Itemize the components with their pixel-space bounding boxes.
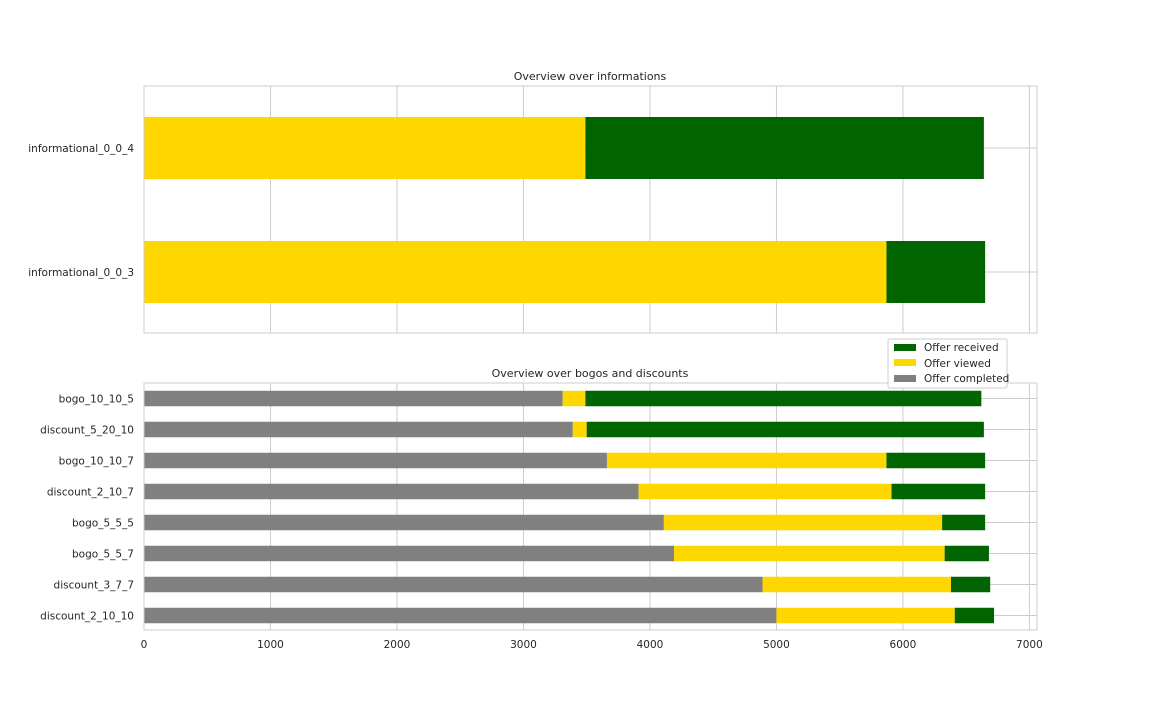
informations-chart: informational_0_0_4 informational_0_0_3 O… (28, 70, 1038, 334)
legend-swatch-completed (894, 375, 916, 382)
y-tick-label: bogo_10_10_5 (59, 394, 134, 406)
legend-label-viewed: Offer viewed (924, 358, 991, 370)
bar-discount-5-20-10-offer-viewed (572, 421, 587, 438)
y-tick-label: bogo_5_5_7 (72, 549, 134, 561)
informations-title: Overview over informations (514, 70, 667, 83)
y-tick-label: discount_2_10_7 (47, 487, 134, 499)
bar-discount-5-20-10-offer-completed (144, 421, 573, 438)
x-tick-label: 2000 (384, 639, 411, 651)
bar-informational-0-0-4-offer-received (585, 117, 984, 179)
y-tick-label: bogo_5_5_5 (72, 518, 134, 530)
bar-bogo-5-5-7-offer-received (944, 545, 989, 562)
x-tick-label: 0 (141, 639, 148, 651)
informations-y-tick-labels: informational_0_0_4 informational_0_0_3 (28, 143, 134, 279)
bar-bogo-5-5-5-offer-received (942, 514, 986, 531)
bar-discount-2-10-7-offer-received (891, 483, 986, 500)
bar-discount-3-7-7-offer-viewed (762, 576, 951, 593)
y-tick-label: discount_2_10_10 (40, 611, 134, 623)
bar-informational-0-0-3-offer-received (886, 241, 986, 303)
legend-label-received: Offer received (924, 342, 999, 354)
x-tick-label: 5000 (763, 639, 790, 651)
legend-box (887, 338, 1008, 389)
bar-informational-0-0-4-offer-viewed (144, 117, 586, 179)
bar-bogo-5-5-5-offer-viewed (663, 514, 943, 531)
bar-bogo-5-5-5-offer-completed (144, 514, 664, 531)
legend-swatch-received (894, 344, 916, 351)
bar-bogo-5-5-7-offer-completed (144, 545, 674, 562)
bar-bogo-10-10-7-offer-received (886, 452, 986, 469)
x-tick-label: 1000 (257, 639, 284, 651)
bar-discount-3-7-7-offer-completed (144, 576, 763, 593)
bar-bogo-5-5-7-offer-viewed (673, 545, 945, 562)
y-tick-label: discount_5_20_10 (40, 425, 134, 437)
x-tick-label: 7000 (1016, 639, 1043, 651)
x-tick-label: 4000 (637, 639, 664, 651)
bar-discount-2-10-10-offer-completed (144, 607, 777, 624)
legend: Offer received Offer viewed Offer comple… (887, 338, 1009, 389)
bogos-discounts-plot-frame (143, 382, 1038, 631)
legend-swatch-viewed (894, 359, 916, 366)
bogos-discounts-bars (144, 390, 994, 624)
bar-discount-2-10-7-offer-viewed (638, 483, 892, 500)
informations-plot-frame (143, 85, 1038, 334)
y-tick-label: informational_0_0_3 (28, 267, 134, 279)
bar-discount-2-10-10-offer-viewed (776, 607, 955, 624)
x-tick-label: 3000 (510, 639, 537, 651)
bar-discount-2-10-10-offer-received (954, 607, 994, 624)
legend-label-completed: Offer completed (924, 373, 1009, 385)
bogos-discounts-x-tick-labels: 0 1000 2000 3000 4000 5000 6000 7000 (141, 639, 1043, 651)
y-tick-label: bogo_10_10_7 (59, 456, 134, 468)
bogos-discounts-chart: bogo_10_10_5 discount_5_20_10 bogo_10_10_7… (40, 367, 1043, 651)
bar-informational-0-0-3-offer-viewed (144, 241, 887, 303)
bar-discount-5-20-10-offer-received (586, 421, 984, 438)
x-tick-label: 6000 (890, 639, 917, 651)
bar-bogo-10-10-5-offer-received (585, 390, 982, 407)
bogos-discounts-title: Overview over bogos and discounts (492, 367, 689, 380)
informations-bars (144, 117, 986, 303)
bar-bogo-10-10-5-offer-completed (144, 390, 563, 407)
y-tick-label: informational_0_0_4 (28, 143, 134, 155)
bar-bogo-10-10-7-offer-viewed (606, 452, 887, 469)
y-tick-label: discount_3_7_7 (54, 580, 134, 592)
bar-discount-2-10-7-offer-completed (144, 483, 639, 500)
bar-discount-3-7-7-offer-received (950, 576, 991, 593)
bar-bogo-10-10-5-offer-viewed (562, 390, 586, 407)
bogos-discounts-y-tick-labels: bogo_10_10_5 discount_5_20_10 bogo_10_10_7… (40, 394, 134, 623)
bar-bogo-10-10-7-offer-completed (144, 452, 607, 469)
